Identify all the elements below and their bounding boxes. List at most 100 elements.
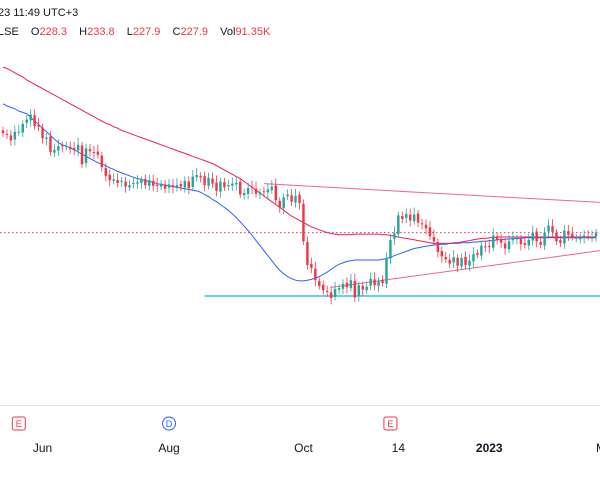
candle[interactable] [80, 141, 84, 168]
candle[interactable] [397, 211, 400, 238]
candle[interactable] [53, 143, 56, 158]
candle[interactable] [227, 179, 230, 191]
candle[interactable] [246, 182, 250, 200]
candle[interactable] [527, 233, 531, 251]
candle[interactable] [456, 254, 459, 272]
candle[interactable] [310, 257, 313, 274]
candle[interactable] [590, 230, 594, 243]
candle[interactable] [452, 250, 455, 268]
candle[interactable] [314, 261, 317, 287]
candle[interactable] [535, 227, 538, 248]
candle[interactable] [551, 219, 554, 239]
candle[interactable] [294, 188, 297, 208]
candle[interactable] [571, 226, 574, 241]
candle[interactable] [49, 131, 52, 156]
candle[interactable] [207, 172, 210, 190]
candle[interactable] [124, 177, 127, 193]
candle[interactable] [1, 126, 5, 137]
candle[interactable] [262, 186, 266, 197]
candle[interactable] [140, 176, 143, 190]
candle[interactable] [385, 252, 388, 289]
candle[interactable] [76, 137, 80, 157]
candle[interactable] [329, 286, 333, 305]
candle[interactable] [183, 176, 187, 193]
candle[interactable] [223, 177, 226, 191]
candle[interactable] [341, 279, 345, 295]
candle[interactable] [432, 229, 436, 246]
candle[interactable] [17, 124, 21, 137]
candle[interactable] [499, 234, 503, 249]
candle[interactable] [408, 208, 412, 227]
candle[interactable] [444, 251, 447, 263]
candle[interactable] [440, 246, 444, 263]
candle[interactable] [468, 254, 471, 272]
candle[interactable] [401, 211, 404, 224]
candle[interactable] [254, 181, 258, 198]
candle[interactable] [507, 235, 511, 253]
candle[interactable] [274, 178, 278, 205]
candle[interactable] [108, 169, 111, 187]
candle[interactable] [175, 178, 179, 192]
candle[interactable] [199, 172, 202, 183]
candle[interactable] [215, 175, 218, 197]
candle[interactable] [72, 141, 76, 156]
candle[interactable] [65, 141, 68, 151]
candle[interactable] [238, 178, 242, 199]
candle[interactable] [203, 171, 206, 192]
candle[interactable] [476, 249, 479, 259]
candle[interactable] [325, 285, 329, 298]
candle[interactable] [258, 188, 262, 199]
candle[interactable] [460, 253, 463, 271]
candle[interactable] [488, 239, 491, 254]
candle[interactable] [321, 280, 325, 295]
candle[interactable] [515, 234, 519, 245]
candle[interactable] [57, 139, 60, 156]
candle[interactable] [132, 176, 135, 189]
candle[interactable] [278, 197, 281, 213]
candle[interactable] [345, 277, 349, 294]
candle[interactable] [578, 233, 582, 244]
candle[interactable] [381, 275, 384, 287]
earnings-event-badge[interactable]: E [383, 416, 398, 431]
candle[interactable] [33, 109, 36, 130]
candle[interactable] [436, 238, 440, 258]
candle[interactable] [547, 219, 550, 237]
candle[interactable] [484, 240, 487, 253]
candle[interactable] [464, 251, 467, 270]
candle[interactable] [393, 226, 396, 245]
candle[interactable] [61, 141, 64, 153]
candle[interactable] [511, 231, 515, 245]
candle[interactable] [152, 174, 155, 192]
candle[interactable] [120, 177, 123, 188]
candle[interactable] [491, 228, 495, 252]
candle[interactable] [171, 178, 175, 194]
candle[interactable] [575, 234, 578, 243]
candle[interactable] [586, 230, 590, 241]
candle[interactable] [100, 152, 104, 172]
candle[interactable] [361, 281, 364, 296]
candle[interactable] [68, 141, 72, 154]
candle[interactable] [582, 230, 586, 244]
candle[interactable] [563, 225, 566, 249]
candle[interactable] [424, 219, 428, 235]
candle[interactable] [45, 133, 48, 146]
candle[interactable] [25, 115, 28, 129]
candle[interactable] [179, 180, 183, 192]
candle[interactable] [377, 277, 380, 293]
candle[interactable] [353, 273, 357, 302]
candle[interactable] [567, 225, 570, 241]
candle[interactable] [167, 179, 171, 193]
candle[interactable] [282, 192, 285, 215]
candle[interactable] [96, 144, 100, 159]
candle[interactable] [448, 253, 451, 269]
candle[interactable] [21, 120, 24, 138]
candle[interactable] [5, 129, 9, 140]
candle[interactable] [420, 218, 424, 230]
candle[interactable] [389, 233, 392, 264]
candle[interactable] [539, 237, 542, 249]
candle[interactable] [242, 188, 246, 200]
candle[interactable] [159, 180, 163, 191]
candle[interactable] [128, 179, 131, 191]
candle[interactable] [523, 237, 527, 249]
